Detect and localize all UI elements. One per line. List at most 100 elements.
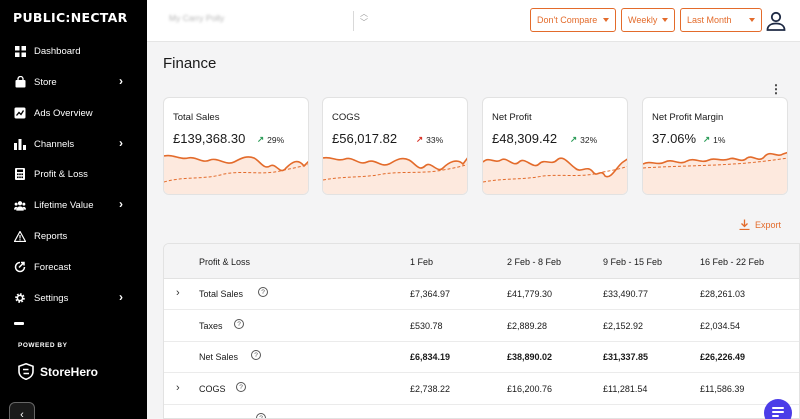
table-row-partial: ?: [164, 406, 799, 418]
help-icon[interactable]: ?: [256, 413, 266, 418]
row-label: Taxes: [199, 321, 223, 331]
table-cell: £16,200.76: [507, 384, 553, 394]
kpi-delta: ↗ 32%: [570, 134, 597, 145]
page-title: Finance: [163, 55, 217, 72]
table-header: Profit & Loss 1 Feb 2 Feb - 8 Feb 9 Feb …: [164, 244, 799, 279]
column-header: 1 Feb: [410, 257, 434, 267]
app-logo[interactable]: PUBLIC:NECTAR: [13, 10, 128, 25]
sidebar-item-label: Reports: [34, 231, 68, 242]
chevron-right-icon: ›: [119, 197, 123, 211]
sidebar-item-reports[interactable]: Reports: [0, 226, 147, 246]
table-row-net-sales: Net Sales ? £6,834.19 £38,890.02 £31,337…: [164, 342, 799, 373]
caret-down-icon: [662, 18, 668, 22]
compare-dropdown-label: Don't Compare: [537, 15, 598, 25]
export-label: Export: [755, 219, 782, 230]
user-account-icon[interactable]: [766, 11, 786, 36]
table-cell: £2,152.92: [603, 321, 644, 331]
table-cell: £26,226.49: [700, 352, 746, 362]
kpi-title: Net Profit: [492, 112, 532, 123]
kpi-delta-value: 29%: [267, 134, 285, 145]
sidebar-item-label: Lifetime Value: [34, 200, 94, 211]
caret-down-icon: [603, 18, 609, 22]
sidebar-item-label: Channels: [34, 139, 75, 150]
sparkline-chart: [323, 156, 467, 194]
export-button[interactable]: Export: [739, 219, 781, 230]
table-cell: £2,034.54: [700, 321, 741, 331]
chat-support-button[interactable]: [764, 399, 792, 419]
sidebar-item-dashboard[interactable]: Dashboard: [0, 41, 147, 61]
compare-dropdown[interactable]: Don't Compare: [530, 8, 616, 32]
trend-up-arrow-icon: ↗: [416, 134, 424, 144]
caret-down-icon: [749, 18, 755, 22]
sidebar-item-lifetime-value[interactable]: Lifetime Value ›: [0, 195, 147, 215]
kpi-title: Net Profit Margin: [652, 112, 724, 123]
table-cell: £7,364.97: [410, 289, 451, 299]
kpi-title: Total Sales: [173, 112, 220, 123]
table-cell: £2,738.22: [410, 384, 451, 394]
calculator-icon: [14, 168, 26, 180]
chart-box-icon: [14, 107, 26, 119]
shield-icon: [18, 363, 34, 380]
chevron-right-icon: ›: [119, 74, 123, 88]
kpi-card-net-profit-margin[interactable]: Net Profit Margin 37.06% ↗ 1%: [642, 97, 788, 195]
kpi-value: £56,017.82: [332, 131, 398, 146]
column-header: 2 Feb - 8 Feb: [507, 257, 562, 267]
table-cell: £38,890.02: [507, 352, 553, 362]
powered-by-label: POWERED BY: [18, 342, 68, 349]
sidebar-scroll-divider: [14, 322, 24, 325]
people-icon: [14, 199, 26, 211]
grid-icon: [14, 45, 26, 57]
collapse-sidebar-button[interactable]: ‹: [9, 402, 35, 419]
row-label: COGS: [199, 384, 226, 394]
storehero-brand-label: StoreHero: [40, 364, 99, 379]
column-header: 9 Feb - 15 Feb: [603, 257, 663, 267]
sidebar-item-profit-loss[interactable]: Profit & Loss: [0, 164, 147, 184]
date-range-dropdown-label: Last Month: [687, 15, 732, 25]
help-icon[interactable]: ?: [234, 319, 244, 329]
trend-up-arrow-icon: ↗: [257, 134, 265, 144]
sidebar: PUBLIC:NECTAR Dashboard Store › Ads Over…: [0, 0, 147, 419]
gear-icon: [14, 292, 26, 304]
forecast-icon: [14, 261, 26, 273]
store-selector[interactable]: My Carry Polly: [169, 13, 225, 23]
kpi-delta-value: 1%: [713, 134, 726, 145]
bar-chart-icon: [14, 138, 26, 150]
kpi-card-cogs[interactable]: COGS £56,017.82 ↗ 33%: [322, 97, 468, 195]
table-row-cogs[interactable]: › COGS ? £2,738.22 £16,200.76 £11,281.54…: [164, 374, 799, 405]
trend-up-arrow-icon: ↗: [703, 134, 711, 144]
help-icon[interactable]: ?: [236, 382, 246, 392]
bag-icon: [14, 76, 26, 88]
table-cell: £33,490.77: [603, 289, 649, 299]
help-icon[interactable]: ?: [258, 287, 268, 297]
sidebar-item-label: Forecast: [34, 262, 71, 273]
expand-chevron-icon[interactable]: ›: [176, 287, 180, 299]
sidebar-item-label: Ads Overview: [34, 108, 93, 119]
date-range-dropdown[interactable]: Last Month: [680, 8, 762, 32]
sidebar-item-settings[interactable]: Settings ›: [0, 288, 147, 308]
kpi-delta: ↗ 1%: [703, 134, 725, 145]
column-header: Profit & Loss: [199, 257, 251, 267]
top-bar: My Carry Polly ︿ ﹀ Don't Compare Weekly L…: [147, 0, 800, 42]
sidebar-item-label: Settings: [34, 293, 69, 304]
interval-dropdown[interactable]: Weekly: [621, 8, 675, 32]
sidebar-item-store[interactable]: Store ›: [0, 72, 147, 92]
kpi-delta: ↗ 33%: [416, 134, 443, 145]
expand-chevron-icon[interactable]: ›: [176, 382, 180, 394]
kpi-card-net-profit[interactable]: Net Profit £48,309.42 ↗ 32%: [482, 97, 628, 195]
kpi-card-total-sales[interactable]: Total Sales £139,368.30 ↗ 29%: [163, 97, 309, 195]
table-cell: £11,586.39: [700, 384, 745, 394]
sidebar-item-channels[interactable]: Channels ›: [0, 134, 147, 154]
warning-icon: [14, 230, 26, 242]
table-cell: £2,889.28: [507, 321, 548, 331]
sidebar-item-forecast[interactable]: Forecast: [0, 257, 147, 277]
sidebar-item-ads-overview[interactable]: Ads Overview: [0, 103, 147, 123]
chevron-left-icon: ‹: [20, 409, 24, 419]
sparkline-chart: [164, 154, 308, 194]
more-options-icon[interactable]: ⋮: [770, 82, 782, 96]
kpi-value: £48,309.42: [492, 131, 558, 146]
storehero-brand[interactable]: StoreHero: [18, 363, 98, 380]
store-switch-icon[interactable]: ︿ ﹀: [360, 9, 368, 27]
sparkline-chart: [643, 151, 787, 194]
help-icon[interactable]: ?: [251, 350, 261, 360]
table-row-total-sales[interactable]: › Total Sales ? £7,364.97 £41,779.30 £33…: [164, 279, 799, 310]
